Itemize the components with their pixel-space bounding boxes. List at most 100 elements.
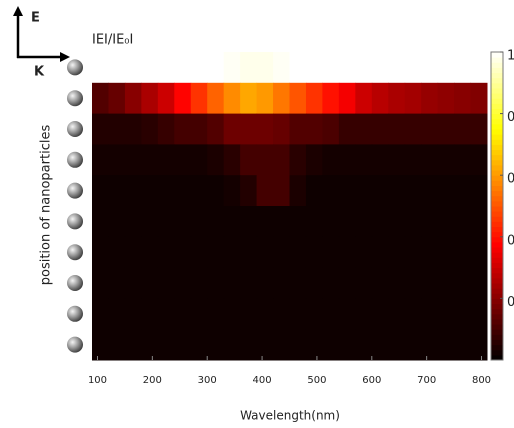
heatmap-cell (371, 329, 389, 361)
heatmap-cell (371, 206, 389, 238)
heatmap-cell (273, 82, 290, 115)
heatmap-cell (207, 298, 225, 330)
heatmap-cell (157, 298, 175, 330)
heatmap-cell (322, 298, 340, 330)
colorbar-step (491, 180, 503, 186)
heatmap-cell (124, 52, 142, 84)
heatmap-cell (223, 267, 241, 299)
heatmap-cell (388, 82, 406, 115)
heatmap-cell (174, 113, 192, 145)
heatmap-cell (273, 52, 290, 84)
heatmap-cell (174, 144, 192, 176)
heatmap-cell (338, 329, 356, 361)
colorbar-step (491, 190, 503, 197)
x-tick-label: 300 (198, 375, 217, 386)
heatmap-cell (207, 329, 225, 361)
colorbar-step (491, 72, 503, 79)
heatmap-cell (404, 113, 422, 145)
heatmap-cell (371, 298, 389, 330)
colorbar-tick-label: 0.6 (507, 172, 514, 187)
heatmap-cell (190, 329, 208, 361)
heatmap-cell (108, 206, 126, 238)
heatmap-cell (141, 236, 159, 269)
heatmap-cell (421, 82, 439, 115)
heatmap-cell (421, 236, 439, 269)
heatmap-cell (355, 144, 373, 176)
heatmap-cell (124, 267, 142, 299)
heatmap-cell (256, 206, 274, 238)
colorbar: 0.2 0.4 0.6 0.8 1 (490, 49, 514, 361)
heatmap-cell (273, 113, 290, 145)
colorbar-step (491, 87, 503, 94)
colorbar-step (491, 57, 503, 63)
heatmap-cell (223, 144, 241, 176)
heatmap-cell (240, 52, 258, 84)
heatmap-cell (404, 206, 422, 238)
heatmap-cell (92, 82, 109, 115)
x-tick-label: 800 (472, 375, 491, 386)
colorbar-step (491, 247, 503, 253)
heatmap-cell (454, 206, 472, 238)
heatmap-cell (256, 236, 274, 269)
colorbar-step (491, 349, 503, 356)
nanoparticle (67, 59, 83, 76)
heatmap-cell (273, 175, 290, 207)
colorbar-step (491, 267, 503, 274)
heatmap-cell (174, 298, 192, 330)
heatmap-cell (454, 175, 472, 207)
heatmap-cell (190, 206, 208, 238)
nanoparticle (67, 182, 83, 199)
heatmap-cell (256, 329, 274, 361)
colorbar-step (491, 277, 503, 284)
heatmap-cell (437, 175, 455, 207)
heatmap-cell (437, 329, 455, 361)
heatmap-cell (404, 236, 422, 269)
heatmap-cell (223, 298, 241, 330)
heatmap-cell (355, 206, 373, 238)
colorbar-step (491, 283, 503, 289)
colorbar-tick-label: 0.4 (507, 233, 514, 248)
colorbar-step (491, 288, 503, 294)
heatmap-cell (141, 175, 159, 207)
heatmap-cell (454, 52, 472, 84)
heatmap-cell (273, 329, 290, 361)
heatmap-cell (157, 329, 175, 361)
colorbar-step (491, 129, 503, 135)
colorbar-step (491, 339, 503, 346)
colorbar-step (491, 118, 503, 125)
heatmap-cell (371, 144, 389, 176)
colorbar-step (491, 123, 503, 130)
heatmap-cell (305, 329, 323, 361)
heatmap-cell (289, 298, 307, 330)
heatmap-cell (273, 144, 290, 176)
heatmap-cell (371, 236, 389, 269)
heatmap-cell (404, 52, 422, 84)
heatmap-cell (338, 52, 356, 84)
colorbar-step (491, 93, 503, 99)
heatmap-cell (470, 329, 488, 361)
heatmap-cell (108, 329, 126, 361)
colorbar-step (491, 149, 503, 156)
heatmap-cell (421, 206, 439, 238)
x-tick-label: 100 (88, 375, 107, 386)
heatmap-cell (256, 113, 274, 145)
colorbar-step (491, 113, 503, 120)
heatmap-cell (240, 113, 258, 145)
x-tick-label: 700 (417, 375, 436, 386)
heatmap-cell (289, 329, 307, 361)
heatmap-cell (305, 52, 323, 84)
heatmap-cell (470, 82, 488, 115)
nanoparticle (67, 121, 83, 137)
colorbar-step (491, 272, 503, 279)
heatmap-cell (454, 113, 472, 145)
heatmap-cell (289, 175, 307, 207)
heatmap-cell (338, 144, 356, 176)
heatmap-cell (421, 298, 439, 330)
heatmap-cell (322, 236, 340, 269)
colorbar-step (491, 154, 503, 161)
heatmap-cell (388, 236, 406, 269)
heatmap-cell (404, 82, 422, 115)
heatmap-cell (355, 82, 373, 115)
heatmap-cell (338, 175, 356, 207)
